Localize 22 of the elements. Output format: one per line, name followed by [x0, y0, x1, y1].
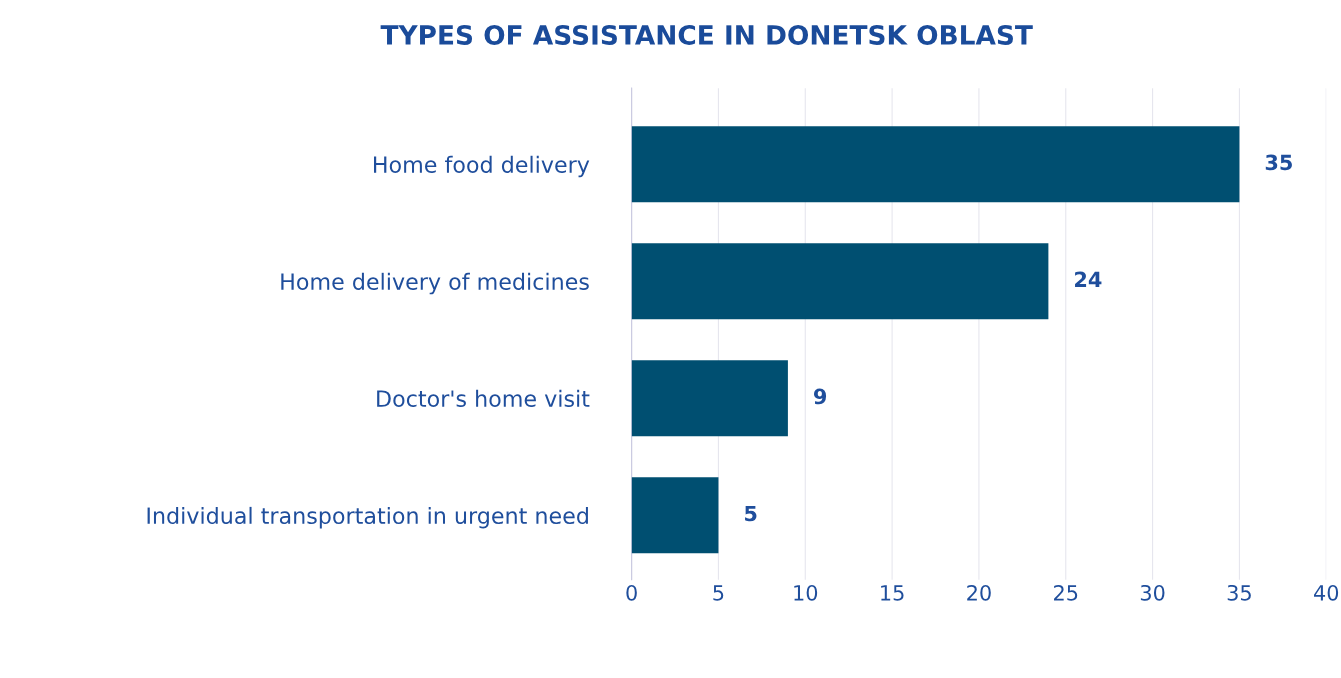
y-tick-label: Individual transportation in urgent need — [147, 506, 588, 529]
chart-title: TYPES OF ASSISTANCE IN DONETSK OBLAST — [380, 24, 1033, 45]
x-tick-label: 30 — [1140, 584, 1165, 601]
x-tick-label: 40 — [1314, 584, 1339, 601]
data-label: 9 — [813, 388, 827, 405]
x-tick-label: 35 — [1227, 584, 1251, 601]
x-tick-label: 15 — [881, 585, 904, 601]
y-tick-label: Home food delivery — [374, 155, 590, 178]
x-tick-label: 10 — [794, 584, 818, 601]
data-label: 24 — [1075, 271, 1102, 287]
bar — [631, 243, 1049, 320]
bar — [631, 477, 719, 554]
bar — [631, 360, 788, 437]
y-tick-label: Home delivery of medicines — [281, 272, 589, 295]
data-label: 35 — [1265, 154, 1292, 171]
data-label: 5 — [745, 505, 757, 522]
x-tick-label: 25 — [1054, 584, 1078, 601]
x-tick-label: 20 — [967, 584, 991, 601]
x-tick-label: 5 — [713, 585, 724, 601]
bar — [631, 126, 1240, 203]
y-tick-label: Doctor's home visit — [377, 389, 590, 408]
x-tick-label: 0 — [626, 584, 637, 601]
